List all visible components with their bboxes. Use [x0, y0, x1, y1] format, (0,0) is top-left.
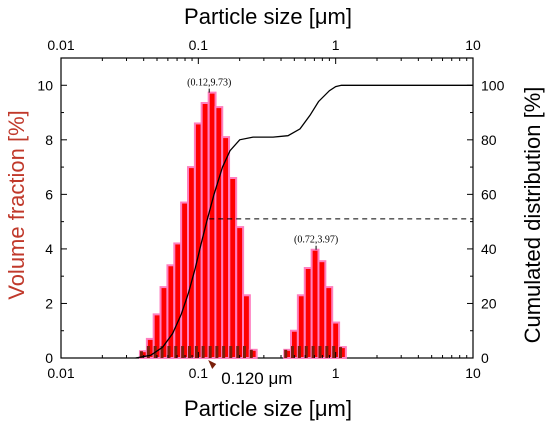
x-top-tick-label-3: 10 — [465, 37, 481, 53]
bar-edge-16 — [249, 349, 253, 358]
bar-20 — [303, 267, 313, 359]
x-top-tick-label-2: 1 — [332, 37, 340, 53]
annotation-layer: (0.12,9.73) (0.72,3.97) 0.120 μm — [187, 78, 338, 388]
plot-frame — [60, 57, 474, 359]
d50-marker — [208, 360, 217, 369]
bar-edge-25 — [338, 347, 342, 358]
y-left-tick-label-4: 8 — [45, 132, 53, 148]
peak-annotation-0: (0.12,9.73) — [187, 78, 231, 89]
bar-21 — [310, 248, 320, 360]
x-top-tick-label-1: 0.1 — [189, 37, 209, 53]
cumulative-layer — [135, 84, 473, 359]
y-left-tick-label-2: 4 — [45, 241, 53, 257]
bar-22 — [317, 260, 327, 360]
y-right-tick-label-5: 100 — [481, 77, 505, 93]
bar-5 — [173, 242, 183, 359]
bar-6 — [180, 201, 190, 359]
d50-label: 0.120 μm — [221, 369, 292, 388]
bar-15 — [242, 294, 251, 360]
peak-annotation-1: (0.72,3.97) — [294, 235, 338, 246]
bar-edge-21 — [311, 346, 315, 358]
bar-edge-5 — [174, 346, 178, 358]
y-right-tick-label-3: 60 — [481, 186, 497, 202]
x-bottom-tick-label-0: 0.01 — [47, 365, 74, 381]
x-bottom-tick-label-1: 0.1 — [189, 365, 209, 381]
bar-edge-19 — [297, 346, 301, 358]
bar-7 — [187, 166, 196, 359]
bottom-x-axis-title: Particle size [μm] — [184, 396, 352, 421]
bar-edge-11 — [215, 346, 219, 358]
x-bottom-tick-label-3: 10 — [465, 365, 481, 381]
x-top-tick-label-0: 0.01 — [47, 37, 74, 53]
y-left-tick-label-1: 2 — [45, 295, 53, 311]
top-x-axis-title: Particle size [μm] — [184, 4, 352, 29]
y-right-tick-label-4: 80 — [481, 132, 497, 148]
bar-edge-0 — [139, 351, 143, 358]
bar-edge-10 — [208, 346, 212, 358]
left-y-axis-title: Volume fraction [%] — [4, 110, 29, 300]
bar-edge-23 — [325, 346, 329, 358]
bar-12 — [221, 136, 231, 359]
bar-edge-20 — [304, 346, 308, 358]
bar-edge-4 — [167, 346, 171, 358]
y-right-tick-label-0: 0 — [481, 350, 489, 366]
bar-edge-22 — [318, 346, 322, 358]
y-right-tick-label-1: 20 — [481, 295, 497, 311]
bar-edge-1 — [146, 346, 150, 358]
bar-edge-17 — [284, 349, 288, 358]
cumulative-curve — [135, 84, 473, 359]
bar-edge-14 — [236, 346, 240, 358]
y-left-tick-label-0: 0 — [45, 350, 53, 366]
bar-13 — [228, 177, 238, 359]
y-right-tick-label-2: 40 — [481, 241, 497, 257]
right-y-axis-title: Cumulated distribution [%] — [520, 87, 545, 344]
bar-edge-3 — [160, 346, 164, 358]
bar-edge-13 — [229, 346, 233, 358]
bar-edge-8 — [194, 346, 198, 358]
bar-edge-12 — [222, 346, 226, 358]
y-left-tick-label-3: 6 — [45, 186, 53, 202]
bar-edge-7 — [188, 346, 192, 358]
bar-edge-6 — [181, 346, 185, 358]
y-left-tick-label-5: 10 — [37, 77, 53, 93]
x-bottom-tick-label-2: 1 — [332, 365, 340, 381]
bar-edge-9 — [201, 346, 205, 358]
bar-edge-24 — [332, 346, 336, 358]
bars-layer — [138, 91, 347, 360]
bar-edge-18 — [291, 346, 295, 358]
bar-edge-15 — [243, 346, 247, 358]
bar-4 — [166, 264, 176, 360]
